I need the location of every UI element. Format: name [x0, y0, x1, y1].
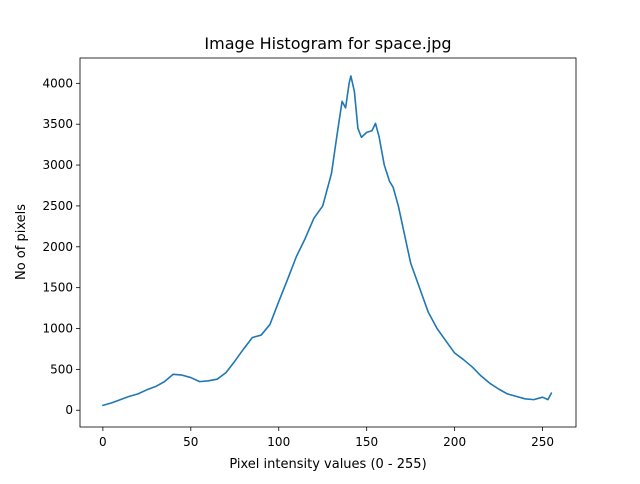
data-point: [350, 75, 351, 76]
data-point: [164, 381, 165, 382]
data-point: [278, 301, 279, 302]
data-point: [489, 383, 490, 384]
data-point: [389, 181, 390, 182]
y-tick-label: 1500: [42, 281, 73, 295]
data-point: [507, 393, 508, 394]
data-point: [384, 164, 385, 165]
data-point: [173, 374, 174, 375]
data-point: [217, 379, 218, 380]
data-point: [331, 173, 332, 174]
data-point: [137, 393, 138, 394]
data-point: [401, 222, 402, 223]
x-tick-label: 250: [531, 435, 554, 449]
data-point: [296, 256, 297, 257]
data-point: [375, 123, 376, 124]
data-point: [146, 389, 147, 390]
data-point: [516, 396, 517, 397]
data-point: [199, 381, 200, 382]
data-point: [269, 324, 270, 325]
data-point: [336, 136, 337, 137]
data-point: [111, 402, 112, 403]
data-point: [366, 132, 367, 133]
y-tick-label: 2000: [42, 240, 73, 254]
data-point: [445, 340, 446, 341]
data-point: [345, 107, 346, 108]
data-point: [129, 396, 130, 397]
data-point: [341, 101, 342, 102]
y-tick-label: 500: [50, 362, 73, 376]
data-point: [361, 137, 362, 138]
chart-title: Image Histogram for space.jpg: [204, 34, 451, 53]
x-tick-label: 0: [99, 435, 107, 449]
x-tick-label: 100: [267, 435, 290, 449]
data-point: [102, 405, 103, 406]
data-point: [463, 359, 464, 360]
plot-frame: [79, 57, 577, 428]
data-point: [120, 399, 121, 400]
data-point: [454, 352, 455, 353]
data-point: [181, 375, 182, 376]
data-point: [261, 334, 262, 335]
data-point: [243, 348, 244, 349]
data-point: [208, 380, 209, 381]
data-point: [305, 238, 306, 239]
data-point: [349, 83, 350, 84]
data-point: [354, 91, 355, 92]
x-tick-label: 50: [183, 435, 198, 449]
data-point: [378, 136, 379, 137]
data-point: [436, 328, 437, 329]
data-point: [313, 218, 314, 219]
data-point: [480, 375, 481, 376]
data-point: [419, 287, 420, 288]
data-point: [498, 388, 499, 389]
data-point: [398, 205, 399, 206]
y-tick-label: 3000: [42, 158, 73, 172]
x-axis-label: Pixel intensity values (0 - 255): [229, 457, 426, 472]
y-tick-label: 4000: [42, 76, 73, 90]
data-point: [155, 386, 156, 387]
histogram-line: [102, 75, 553, 407]
data-point: [287, 279, 288, 280]
data-point: [371, 130, 372, 131]
data-point: [322, 205, 323, 206]
data-point: [410, 263, 411, 264]
plot-area: 0 50 100 150 200 2500500100015002000250030003…: [42, 57, 577, 449]
data-point: [547, 399, 548, 400]
data-point: [190, 377, 191, 378]
data-point: [472, 366, 473, 367]
x-tick-label: 200: [443, 435, 466, 449]
y-tick-label: 1000: [42, 322, 73, 336]
data-point: [234, 361, 235, 362]
y-tick-label: 2500: [42, 199, 73, 213]
data-point: [392, 187, 393, 188]
data-point: [524, 398, 525, 399]
data-point: [225, 372, 226, 373]
data-point: [533, 399, 534, 400]
y-tick-label: 0: [65, 403, 73, 417]
data-point: [252, 337, 253, 338]
data-point: [551, 392, 552, 393]
data-point: [357, 128, 358, 129]
data-point: [428, 312, 429, 313]
y-axis-label: No of pixels: [14, 204, 29, 280]
x-tick-label: 150: [355, 435, 378, 449]
data-point: [542, 397, 543, 398]
y-tick-label: 3500: [42, 117, 73, 131]
